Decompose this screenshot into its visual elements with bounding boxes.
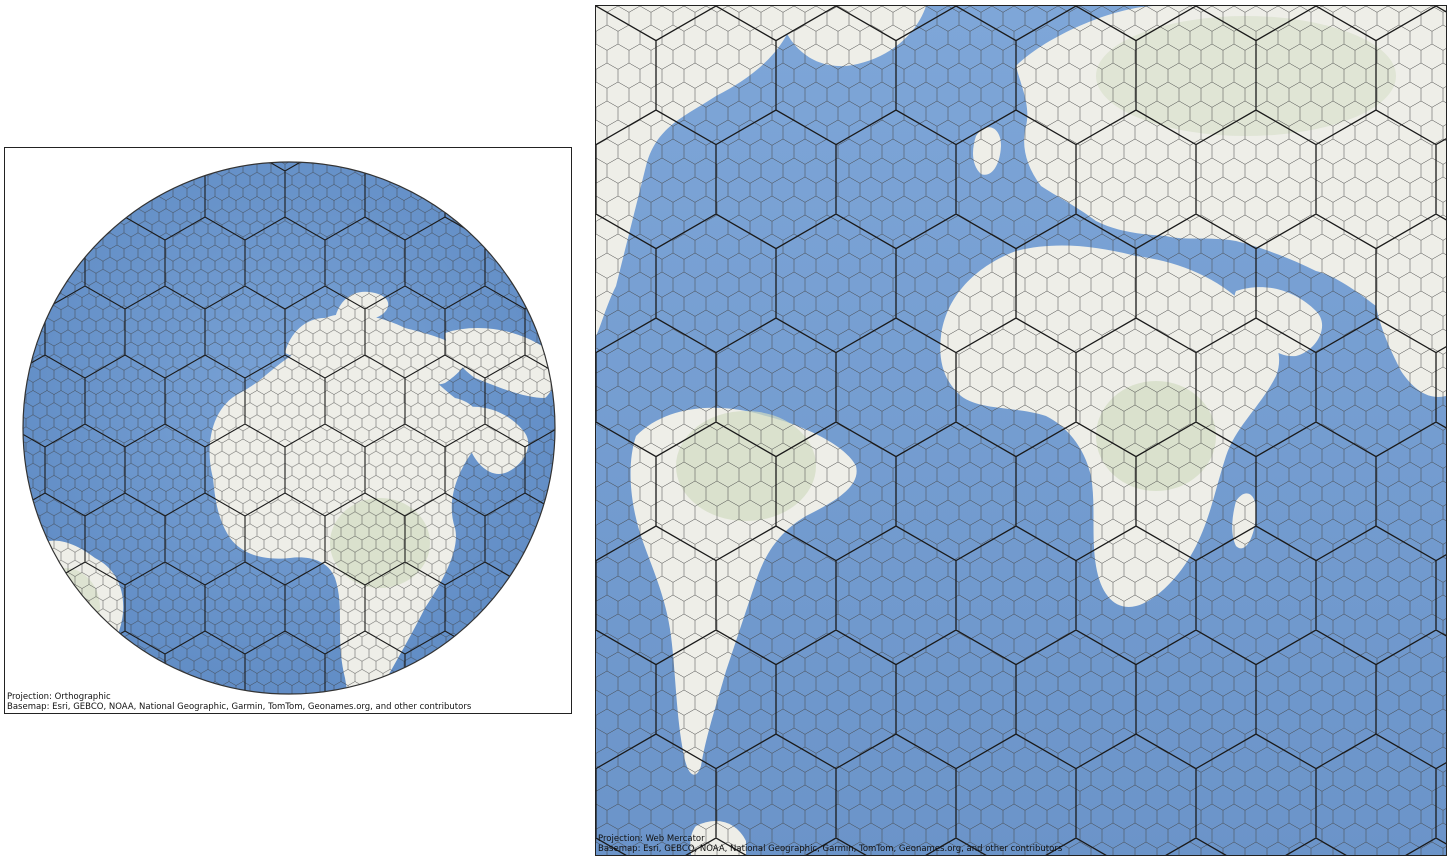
map-caption: Projection: Web Mercator Basemap: Esri, … — [598, 834, 1062, 854]
orthographic-map-panel[interactable]: Projection: Orthographic Basemap: Esri, … — [4, 147, 572, 714]
web-mercator-map-panel[interactable]: Projection: Web Mercator Basemap: Esri, … — [595, 5, 1447, 856]
orthographic-map — [22, 161, 556, 695]
coarse-hex-grid — [23, 162, 555, 694]
projection-label: Projection: Web Mercator — [598, 834, 705, 844]
madagascar-landmass — [458, 644, 476, 683]
map-caption: Projection: Orthographic Basemap: Esri, … — [7, 692, 471, 712]
basemap-attribution: Basemap: Esri, GEBCO, NOAA, National Geo… — [598, 844, 1063, 854]
basemap-attribution: Basemap: Esri, GEBCO, NOAA, National Geo… — [7, 702, 472, 712]
web-mercator-map — [596, 6, 1446, 855]
coarse-hex-grid — [596, 6, 1446, 855]
projection-label: Projection: Orthographic — [7, 692, 111, 702]
globe-outline — [22, 161, 556, 695]
